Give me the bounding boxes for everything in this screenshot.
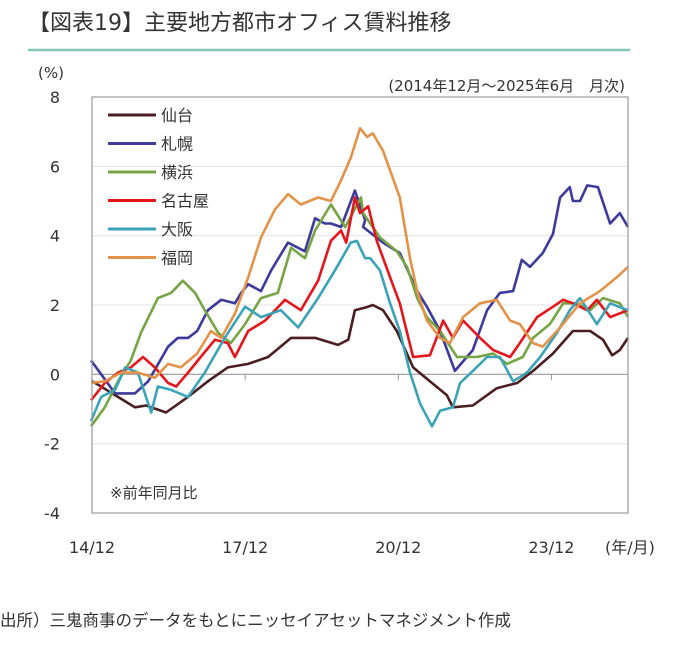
y-tick-label: 2 bbox=[50, 296, 60, 315]
series-line-3 bbox=[89, 196, 629, 402]
legend-label-5: 福岡 bbox=[161, 249, 193, 268]
y-tick-label: 4 bbox=[50, 227, 60, 246]
y-axis-unit: (%) bbox=[38, 64, 64, 82]
plot-border bbox=[91, 96, 629, 514]
x-tick-label: 23/12 bbox=[528, 538, 574, 557]
series-line-1 bbox=[89, 184, 630, 395]
y-tick-label: -2 bbox=[44, 435, 60, 454]
legend-label-4: 大阪 bbox=[161, 220, 193, 239]
x-tick-label: 20/12 bbox=[375, 538, 421, 557]
series-line-5 bbox=[90, 126, 629, 385]
legend-label-0: 仙台 bbox=[161, 106, 193, 125]
legend-label-1: 札幌 bbox=[161, 135, 193, 154]
series-lines bbox=[89, 126, 630, 428]
x-axis-ticks: 14/12 17/12 20/12 23/12 bbox=[69, 374, 574, 557]
source-note: 出所）三鬼商事のデータをもとにニッセイアセットマネジメント作成 bbox=[0, 610, 511, 630]
y-tick-label: -4 bbox=[44, 504, 60, 523]
y-tick-label: 0 bbox=[50, 365, 60, 384]
y-axis-ticks: 8 6 4 2 0 -2 -4 bbox=[44, 88, 60, 523]
series-line-0 bbox=[91, 303, 630, 414]
legend-label-3: 名古屋 bbox=[161, 192, 209, 211]
y-tick-label: 6 bbox=[50, 157, 60, 176]
note-yoy: ※前年同月比 bbox=[110, 484, 198, 502]
series-line-2 bbox=[89, 196, 630, 428]
gridlines bbox=[92, 165, 628, 445]
y-tick-label: 8 bbox=[50, 88, 60, 107]
x-axis-unit: (年/月) bbox=[605, 538, 655, 557]
series-line-4 bbox=[89, 239, 629, 428]
chart-subtitle: (2014年12月～2025年6月 月次) bbox=[388, 77, 625, 95]
legend-label-2: 横浜 bbox=[161, 163, 193, 182]
x-tick-label: 17/12 bbox=[222, 538, 268, 557]
x-tick-label: 14/12 bbox=[69, 538, 115, 557]
chart-title: 【図表19】主要地方都市オフィス賃料推移 bbox=[28, 11, 452, 36]
